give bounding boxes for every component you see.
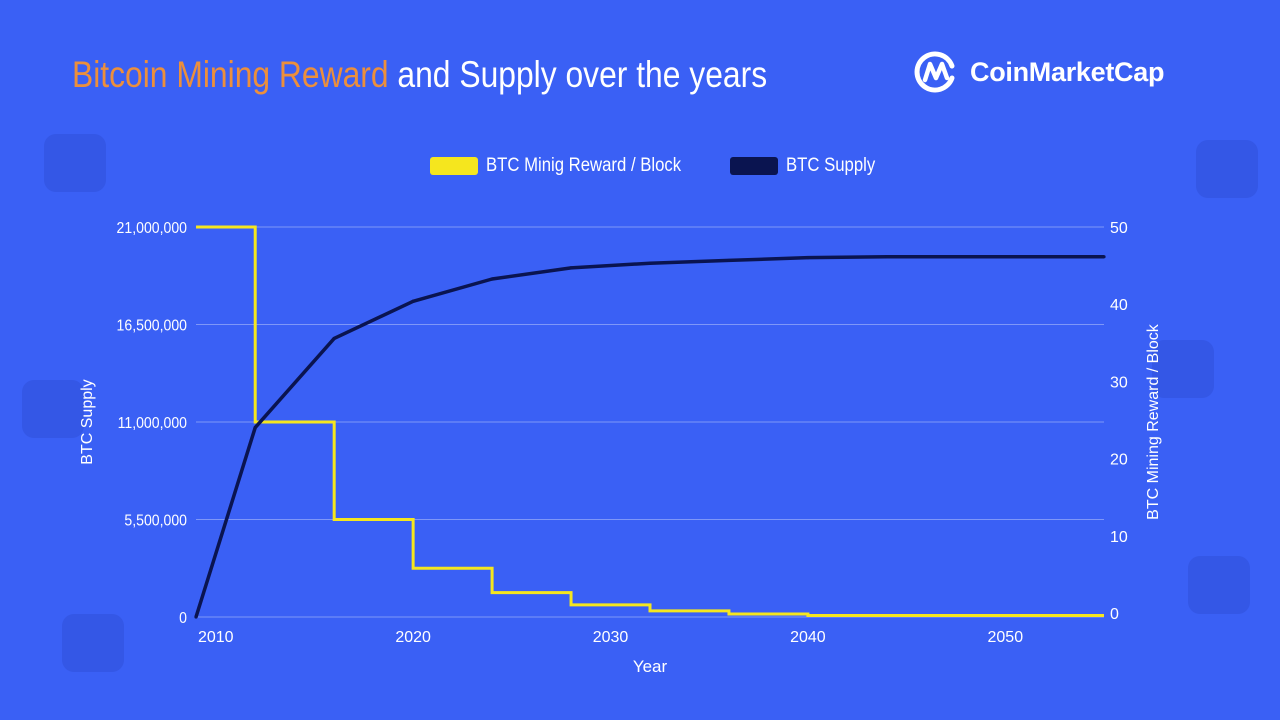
data-point-supply bbox=[648, 261, 652, 265]
decorative-tile bbox=[62, 614, 124, 672]
legend-label-reward: BTC Minig Reward / Block bbox=[486, 155, 682, 176]
y-axis-title-left: BTC Supply bbox=[79, 379, 96, 464]
x-tick-label: 2040 bbox=[790, 629, 826, 646]
y-tick-label-right: 10 bbox=[1110, 529, 1128, 546]
data-point-supply bbox=[411, 299, 415, 303]
data-point-supply bbox=[885, 255, 889, 259]
data-point-supply bbox=[194, 615, 198, 619]
y-tick-label-left: 16,500,000 bbox=[117, 317, 187, 335]
data-point-supply bbox=[806, 256, 810, 260]
x-axis-title: Year bbox=[633, 657, 668, 676]
y-axis-title-right: BTC Mining Reward / Block bbox=[1145, 323, 1162, 520]
coinmarketcap-logo: CoinMarketCap bbox=[912, 48, 1164, 96]
legend-item-reward[interactable]: BTC Minig Reward / Block bbox=[430, 155, 708, 177]
series-line-supply bbox=[194, 254, 1104, 618]
x-tick-label: 2020 bbox=[395, 629, 431, 646]
legend: BTC Minig Reward / Block BTC Supply bbox=[430, 155, 909, 177]
y-tick-label-right: 30 bbox=[1110, 374, 1128, 391]
data-point-supply bbox=[253, 425, 257, 430]
logo-text: CoinMarketCap bbox=[970, 56, 1165, 87]
y-tick-label-left: 5,500,000 bbox=[124, 512, 187, 530]
y-tick-label-right: 50 bbox=[1110, 220, 1128, 237]
series-line-reward bbox=[196, 225, 1104, 617]
decorative-tile bbox=[1152, 340, 1214, 398]
title-highlight: Bitcoin Mining Reward bbox=[72, 54, 389, 95]
legend-swatch-reward bbox=[430, 157, 478, 175]
y-tick-label-left: 21,000,000 bbox=[117, 219, 187, 237]
decorative-tile bbox=[1196, 140, 1258, 198]
data-point-supply bbox=[1102, 255, 1106, 259]
decorative-tile bbox=[44, 134, 106, 192]
x-tick-label: 2030 bbox=[593, 629, 629, 646]
page-title: Bitcoin Mining Reward and Supply over th… bbox=[72, 54, 767, 96]
decorative-tile bbox=[22, 380, 84, 438]
y-tick-label-right: 0 bbox=[1110, 606, 1119, 623]
data-point-supply bbox=[569, 266, 573, 270]
title-rest: and Supply over the years bbox=[388, 54, 768, 95]
legend-item-supply[interactable]: BTC Supply bbox=[729, 155, 887, 177]
y-tick-label-right: 40 bbox=[1110, 297, 1128, 314]
x-tick-label: 2010 bbox=[198, 629, 234, 646]
y-tick-label-right: 20 bbox=[1110, 452, 1128, 469]
decorative-tile bbox=[1188, 556, 1250, 614]
y-tick-label-left: 0 bbox=[179, 609, 187, 627]
data-point-supply bbox=[332, 336, 336, 341]
y-tick-label-left: 11,000,000 bbox=[118, 414, 187, 432]
coinmarketcap-logo-icon bbox=[914, 51, 955, 93]
data-point-supply bbox=[490, 277, 494, 281]
data-point-supply bbox=[727, 258, 731, 263]
x-tick-label: 2050 bbox=[988, 629, 1024, 646]
legend-label-supply: BTC Supply bbox=[785, 155, 875, 176]
legend-swatch-supply bbox=[729, 157, 778, 175]
